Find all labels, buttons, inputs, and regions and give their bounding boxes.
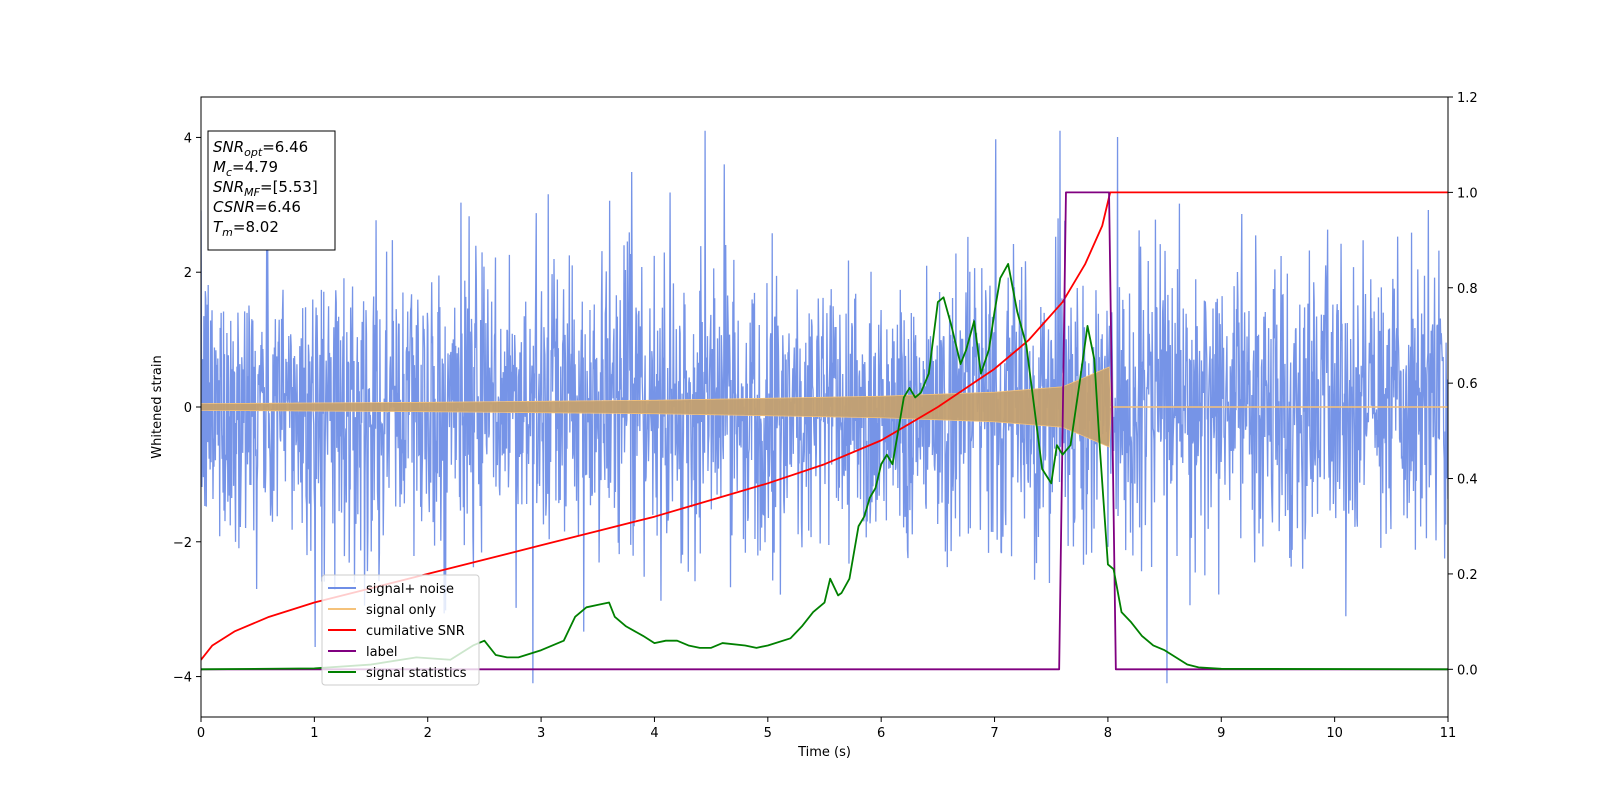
y-axis-left: −4 −2 0 2 4 [173,131,201,686]
legend-label: label [366,645,397,660]
annotation-line: Tm=8.02 [213,218,279,239]
y-right-tick-label: 0.6 [1457,377,1478,392]
x-tick-label: 8 [1104,726,1112,741]
legend-label: signal+ noise [366,582,454,597]
y-right-tick-label: 1.0 [1457,186,1478,201]
legend-label: signal only [366,603,436,618]
x-tick-label: 10 [1326,726,1343,741]
y-left-tick-label: −4 [173,671,192,686]
y-right-tick-label: 1.2 [1457,91,1478,106]
series-label-line [201,191,1448,671]
y-axis-right: 0.0 0.2 0.4 0.6 0.8 1.0 1.2 [1448,91,1478,678]
y-right-tick-label: 0.4 [1457,473,1478,488]
x-tick-label: 4 [650,726,658,741]
x-tick-label: 5 [764,726,772,741]
y-right-tick-label: 0.2 [1457,568,1478,583]
y-axis-label: Whitened strain [150,355,165,458]
x-tick-label: 1 [310,726,318,741]
series-signal-noise-line [201,130,1448,684]
x-tick-label: 6 [877,726,885,741]
x-tick-label: 9 [1217,726,1225,741]
series-cumulative-snr-line [201,191,1448,661]
annotation-line: Mc=4.79 [213,158,278,179]
plot-area [201,130,1448,684]
y-left-tick-label: −2 [173,536,192,551]
x-axis-label: Time (s) [797,745,851,760]
x-tick-label: 0 [197,726,205,741]
y-left-tick-label: 4 [184,131,192,146]
y-left-tick-label: 2 [184,266,192,281]
legend-frame [321,574,480,686]
y-left-tick-label: 0 [184,401,192,416]
annotation-line: CSNR=6.46 [213,198,301,216]
x-tick-label: 7 [990,726,998,741]
legend: signal+ noise signal only cumilative SNR la… [321,574,480,686]
x-tick-label: 2 [424,726,432,741]
y-right-tick-label: 0.8 [1457,282,1478,297]
x-axis: 0 1 2 3 4 5 6 7 8 9 10 11 [197,717,1456,741]
x-tick-label: 3 [537,726,545,741]
series-signal-statistics-line [201,263,1448,671]
annotation-line: SNRMF=[5.53] [213,178,318,199]
legend-label: cumilative SNR [366,624,465,639]
y-right-tick-label: 0.0 [1457,663,1478,678]
annotation-frame [207,130,336,251]
x-tick-label: 11 [1440,726,1457,741]
annotation-line: SNRopt=6.46 [213,138,308,159]
legend-label: signal statistics [366,666,467,681]
